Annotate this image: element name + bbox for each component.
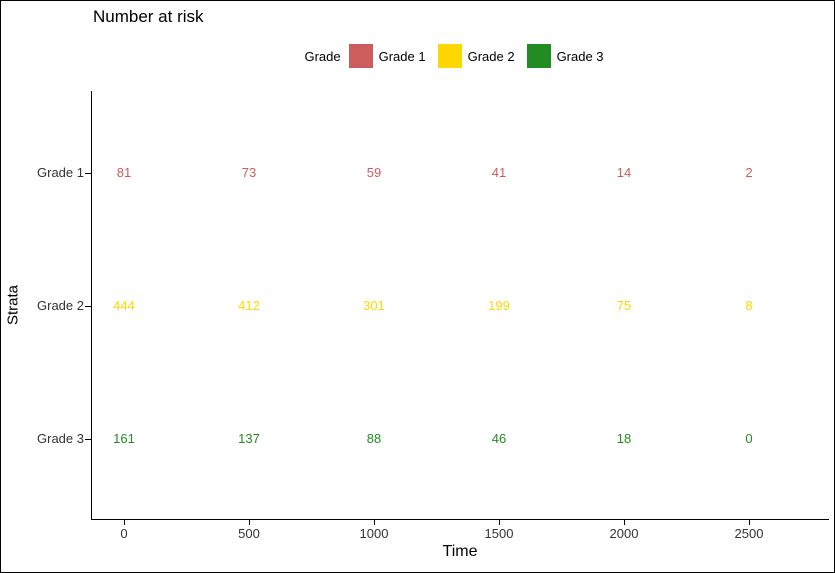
x-tick-mark bbox=[624, 520, 625, 525]
risk-count: 41 bbox=[491, 165, 507, 180]
x-tick-mark bbox=[124, 520, 125, 525]
risk-count: 412 bbox=[238, 298, 260, 313]
risk-count: 73 bbox=[241, 165, 257, 180]
risk-count: 2 bbox=[745, 165, 753, 180]
y-tick-label: Grade 3 bbox=[37, 431, 84, 446]
risk-count: 161 bbox=[113, 431, 135, 446]
x-tick-mark bbox=[249, 520, 250, 525]
x-tick-label: 1500 bbox=[484, 526, 514, 541]
legend-title: Grade bbox=[304, 48, 341, 64]
x-tick-label: 1000 bbox=[359, 526, 389, 541]
risk-count: 199 bbox=[488, 298, 510, 313]
legend-item: Grade 1 bbox=[348, 44, 426, 68]
risk-count: 59 bbox=[366, 165, 382, 180]
x-tick-label: 0 bbox=[120, 526, 128, 541]
legend-swatch-3 bbox=[526, 44, 551, 68]
x-tick-label: 500 bbox=[238, 526, 260, 541]
x-tick-mark bbox=[499, 520, 500, 525]
risk-count: 81 bbox=[116, 165, 132, 180]
legend: Grade Grade 1 Grade 2 Grade 3 bbox=[91, 43, 829, 69]
risk-count: 88 bbox=[366, 431, 382, 446]
legend-items: Grade 1 Grade 2 Grade 3 bbox=[348, 44, 616, 68]
x-axis-title: Time bbox=[442, 543, 478, 560]
y-tick-label: Grade 2 bbox=[37, 298, 84, 313]
risk-count: 0 bbox=[745, 431, 753, 446]
y-axis-line bbox=[91, 91, 92, 520]
x-axis-line bbox=[91, 519, 829, 520]
risk-count: 46 bbox=[491, 431, 507, 446]
legend-swatch-2 bbox=[437, 44, 462, 68]
x-tick-label: 2500 bbox=[734, 526, 764, 541]
x-tick-mark bbox=[374, 520, 375, 525]
risk-count: 444 bbox=[113, 298, 135, 313]
legend-swatch-1 bbox=[348, 44, 373, 68]
x-tick-label: 2000 bbox=[609, 526, 639, 541]
x-tick-mark bbox=[749, 520, 750, 525]
legend-label: Grade 1 bbox=[378, 48, 426, 64]
risk-count: 75 bbox=[616, 298, 632, 313]
y-tick-mark bbox=[85, 173, 91, 174]
legend-label: Grade 3 bbox=[556, 48, 604, 64]
risk-count: 14 bbox=[616, 165, 632, 180]
y-tick-mark bbox=[85, 439, 91, 440]
risk-count: 18 bbox=[616, 431, 632, 446]
legend-item: Grade 3 bbox=[526, 44, 604, 68]
risk-count: 301 bbox=[363, 298, 385, 313]
legend-item: Grade 2 bbox=[437, 44, 515, 68]
risk-count: 8 bbox=[745, 298, 753, 313]
legend-label: Grade 2 bbox=[467, 48, 515, 64]
risk-count: 137 bbox=[238, 431, 260, 446]
y-tick-label: Grade 1 bbox=[37, 165, 84, 180]
chart-title: Number at risk bbox=[93, 7, 204, 26]
y-tick-mark bbox=[85, 306, 91, 307]
